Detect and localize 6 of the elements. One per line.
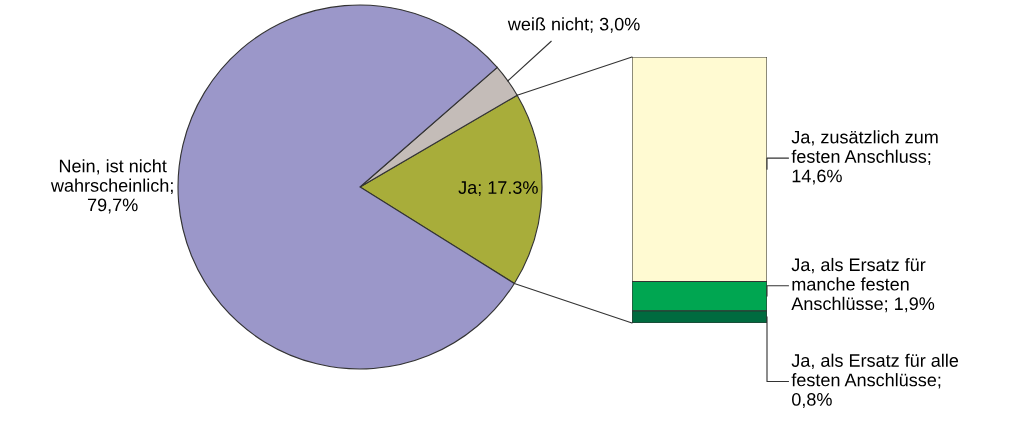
data-label: Ja, als Ersatz für manche festen Anschlüsse; 1,9% [791, 257, 935, 313]
slice-label: weiß nicht; 3,0% [507, 17, 640, 33]
slice-label: Ja; 17.3% [458, 181, 538, 197]
data-label: Ja, als Ersatz für alle festen Anschlüsse; 0,8% [791, 353, 959, 408]
data-label: Ja, zusätzlich zum festen Anschluss; 14,6% [791, 130, 938, 185]
slice-label: Nein, ist nicht wahrscheinlich; 79,7% [50, 159, 173, 214]
